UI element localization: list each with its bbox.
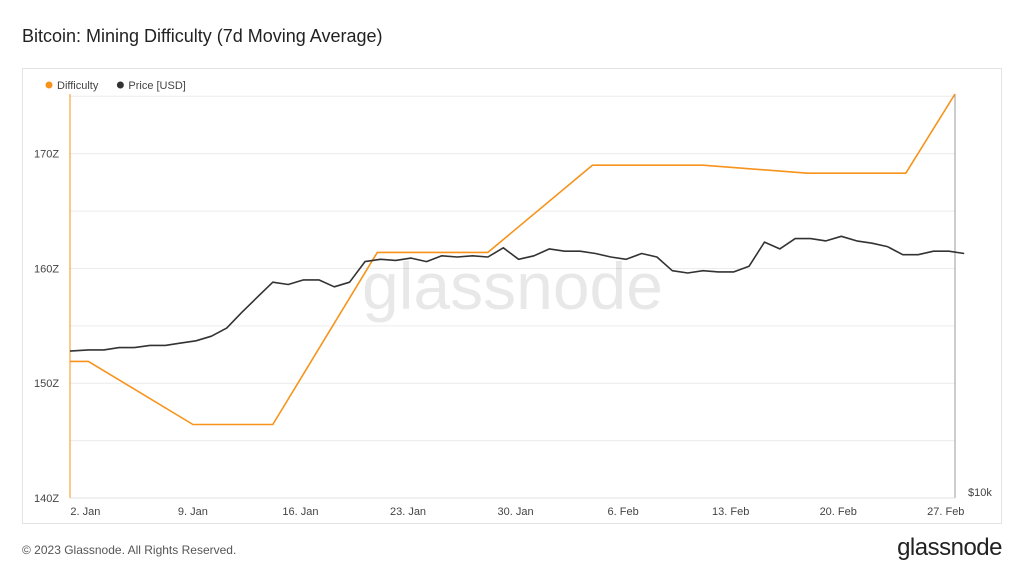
x-tick-label: 2. Jan [70,506,100,518]
copyright-text: © 2023 Glassnode. All Rights Reserved. [22,543,237,557]
chart-panel: glassnode 140Z 150Z 160Z 170Z $10k 2. Jan 9. J… [22,68,1002,524]
glassnode-logo[interactable]: glassnode [897,534,1002,561]
chart-title: Bitcoin: Mining Difficulty (7d Moving Av… [22,26,383,46]
legend-label[interactable]: Difficulty [57,80,99,92]
x-tick-label: 23. Jan [390,506,426,518]
series-line-price [69,235,965,352]
x-tick-label: 30. Jan [498,506,534,518]
y-tick-label: 160Z [34,263,59,275]
x-tick-label: 6. Feb [608,506,639,518]
y-tick-label: 140Z [34,493,59,505]
chart-svg: glassnode 140Z 150Z 160Z 170Z $10k 2. Jan 9. J… [34,80,992,518]
x-tick-label: 9. Jan [178,506,208,518]
y-right-tick-label: $10k [968,487,992,499]
y-tick-label: 170Z [34,149,59,161]
x-tick-label: 13. Feb [712,506,749,518]
legend-marker[interactable] [45,81,53,89]
watermark: glassnode [362,249,663,323]
legend-label[interactable]: Price [USD] [128,80,185,92]
series-line-difficulty [70,93,956,426]
y-tick-label: 150Z [34,378,59,390]
legend-marker[interactable] [116,81,124,89]
x-tick-label: 27. Feb [927,506,964,518]
x-tick-label: 16. Jan [282,506,318,518]
x-tick-label: 20. Feb [820,506,857,518]
